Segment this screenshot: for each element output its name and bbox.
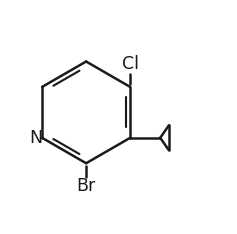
Text: N: N [29,129,42,147]
Text: Cl: Cl [122,55,139,73]
Text: Br: Br [77,177,96,195]
